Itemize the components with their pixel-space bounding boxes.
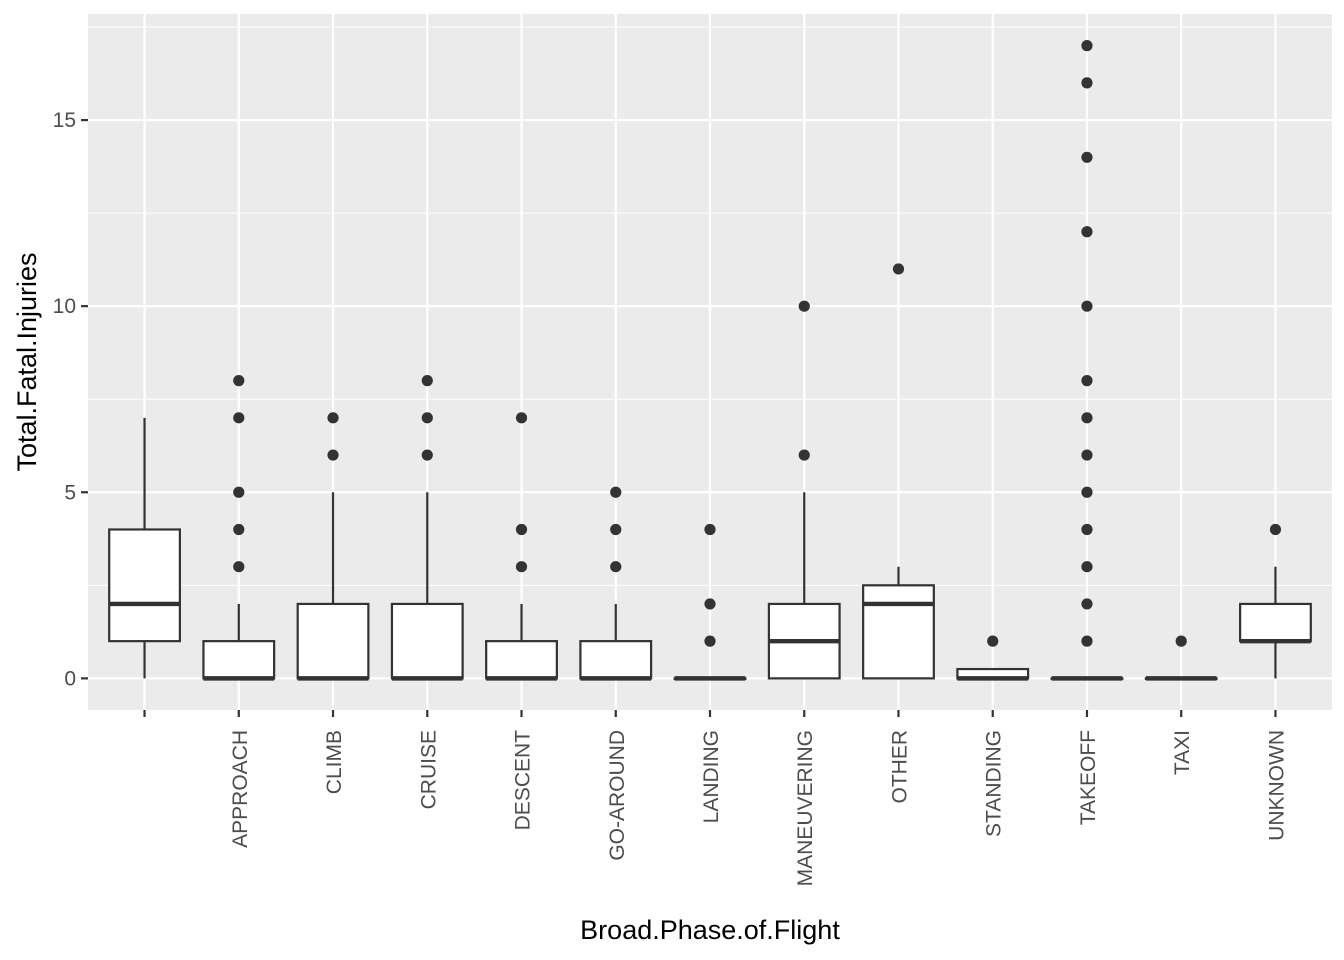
box-approach <box>202 375 276 681</box>
box-cruise <box>390 375 464 681</box>
x-tick-label: CLIMB <box>323 730 346 794</box>
x-tick-label: GO-AROUND <box>606 730 629 861</box>
box-maneuvering <box>767 300 841 680</box>
box-body <box>296 602 370 680</box>
x-tick-label: CRUISE <box>417 730 440 809</box>
box-body <box>390 602 464 680</box>
outlier-point <box>327 412 339 424</box>
outlier-point <box>892 263 905 275</box>
x-tick-label: TAKEOFF <box>1077 730 1100 825</box>
x-axis: APPROACH CLIMB CRUISE DESCENT GO-AROUND LANDI… <box>143 710 1288 886</box>
outlier-point <box>515 523 528 536</box>
outlier-point <box>610 561 622 573</box>
box-blank <box>108 417 181 679</box>
outlier-point <box>798 449 810 461</box>
outlier-point <box>610 486 622 498</box>
x-tick-label: DESCENT <box>512 730 535 831</box>
y-tick-label: 15 <box>53 109 76 132</box>
outlier-point <box>327 449 339 461</box>
boxes <box>108 40 1312 681</box>
y-tick-label: 10 <box>53 295 76 318</box>
box-body <box>202 640 276 680</box>
outlier-point <box>1081 151 1093 163</box>
y-axis: 0 5 10 15 <box>53 109 88 690</box>
x-tick-label: OTHER <box>888 730 911 804</box>
outlier-point <box>704 523 716 536</box>
outlier-point <box>421 412 433 424</box>
outlier-point <box>1081 598 1093 610</box>
outlier-point <box>1175 635 1187 647</box>
x-tick-label: STANDING <box>983 730 1006 837</box>
box-taxi <box>1144 635 1218 681</box>
x-tick-label: APPROACH <box>229 730 252 848</box>
outlier-point <box>798 300 810 312</box>
outlier-point <box>515 561 528 573</box>
outlier-point <box>421 449 433 461</box>
outlier-point <box>233 523 245 536</box>
box-body <box>862 584 935 680</box>
box-descent <box>485 412 558 681</box>
outlier-point <box>1081 561 1093 573</box>
outlier-point <box>1081 412 1093 424</box>
outlier-point <box>1081 300 1093 312</box>
outlier-point <box>987 635 999 647</box>
outlier-point <box>1081 635 1093 647</box>
outlier-point <box>233 412 245 424</box>
outlier-point <box>1081 523 1093 536</box>
x-tick-label: MANEUVERING <box>794 730 817 886</box>
outlier-point <box>1081 77 1093 89</box>
outlier-point <box>704 598 716 610</box>
box-body <box>579 640 653 680</box>
box-body <box>1239 602 1312 643</box>
box-body <box>485 640 558 680</box>
outlier-point <box>233 486 245 498</box>
outlier-point <box>1269 523 1282 536</box>
outlier-point <box>704 635 716 647</box>
outlier-point <box>610 523 622 536</box>
box-takeoff <box>1050 40 1124 681</box>
outlier-point <box>233 561 245 573</box>
x-tick-label: UNKNOWN <box>1265 730 1288 841</box>
box-landing <box>673 523 747 681</box>
x-tick-label: TAXI <box>1171 730 1194 775</box>
outlier-point <box>1081 40 1093 52</box>
x-tick-label: LANDING <box>700 730 723 823</box>
outlier-point <box>1081 486 1093 498</box>
outlier-point <box>1081 226 1093 238</box>
box-body <box>108 528 181 643</box>
y-tick-label: 0 <box>64 667 76 690</box>
box-climb <box>296 412 370 681</box>
outlier-point <box>1081 375 1093 387</box>
outlier-point <box>1081 449 1093 461</box>
outlier-point <box>421 375 433 387</box>
outlier-point <box>233 375 245 387</box>
y-axis-title: Total.Fatal.Injuries <box>12 252 42 471</box>
box-unknown <box>1239 523 1312 679</box>
box-standing <box>956 635 1030 681</box>
box-other <box>862 263 935 680</box>
outlier-point <box>515 412 528 424</box>
x-axis-title: Broad.Phase.of.Flight <box>580 915 840 945</box>
box-go-around <box>579 486 653 681</box>
y-tick-label: 5 <box>64 481 76 504</box>
